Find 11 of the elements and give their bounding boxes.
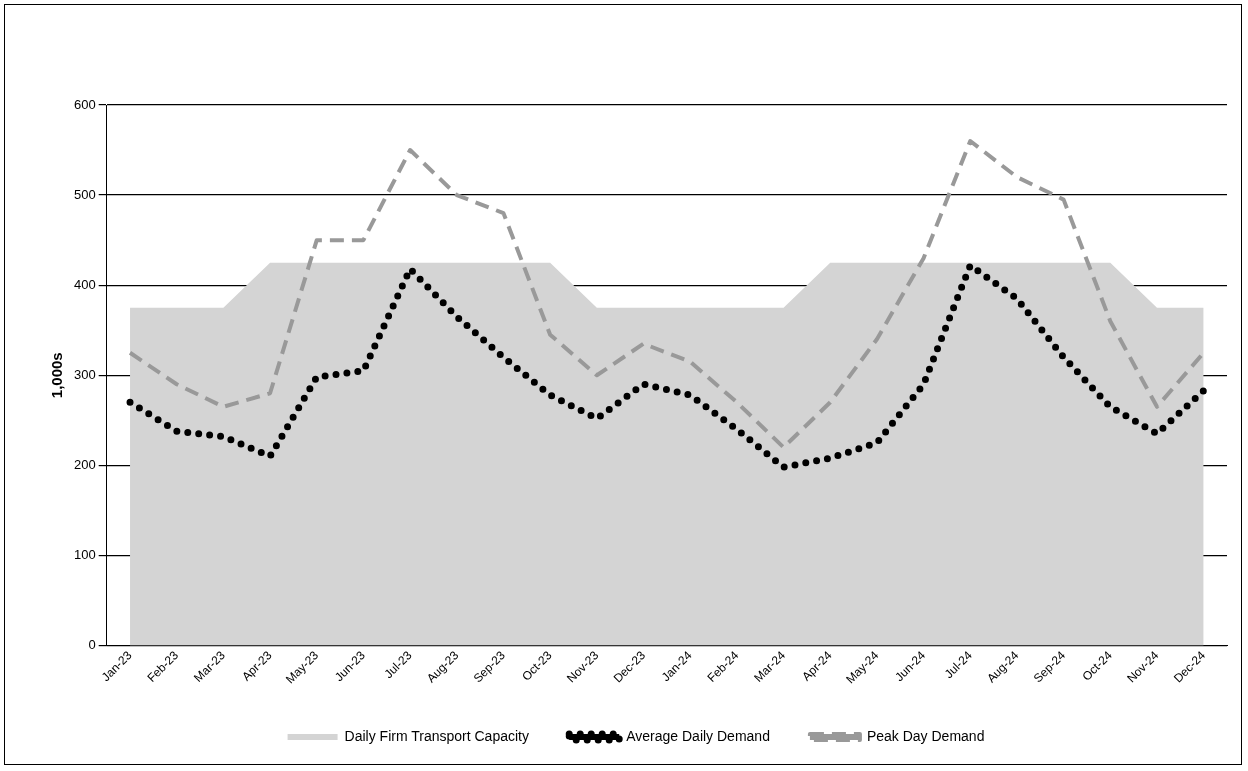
y-axis-title: 1,000s <box>48 352 66 399</box>
y-tick-label: 200 <box>73 456 96 472</box>
y-tick-label: 0 <box>88 637 96 653</box>
legend-label: Daily Firm Transport Capacity <box>344 727 529 744</box>
y-tick-label: 100 <box>73 547 96 563</box>
legend-label: Average Daily Demand <box>626 727 770 744</box>
y-tick-label: 400 <box>73 276 96 292</box>
y-tick-label: 300 <box>73 366 96 382</box>
y-tick-label: 500 <box>73 186 96 202</box>
legend-label: Peak Day Demand <box>866 727 985 744</box>
y-tick-label: 600 <box>73 96 96 112</box>
